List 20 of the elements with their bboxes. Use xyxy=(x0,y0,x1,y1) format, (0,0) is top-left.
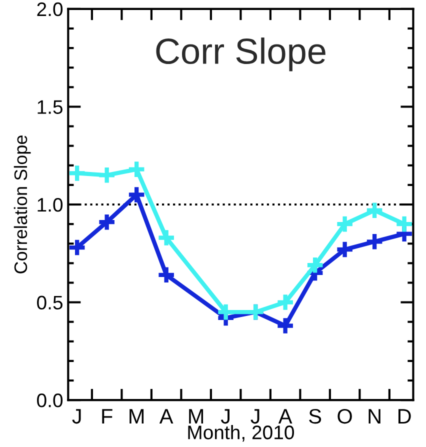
x-tick-label: M xyxy=(189,409,204,424)
text: Corr Slope xyxy=(156,38,326,72)
x-tick-label: J xyxy=(250,409,260,424)
x-tick-label: A xyxy=(278,409,292,424)
x-tick-label: F xyxy=(102,409,112,424)
y-tick-label: 2.0 xyxy=(37,2,63,16)
x-tick-label: S xyxy=(309,408,322,424)
x-tick-label: O xyxy=(338,408,352,424)
y-tick-label: 1.0 xyxy=(38,198,63,212)
x-tick-label: D xyxy=(398,409,411,424)
x-axis-title: Month, 2010 xyxy=(188,425,294,442)
x-tick-label: N xyxy=(368,409,380,424)
x-tick-label: M xyxy=(130,409,144,424)
x-tick-label: J xyxy=(72,409,81,424)
y-tick-label: 0.5 xyxy=(37,296,62,310)
x-tick-label: J xyxy=(220,409,230,424)
y-tick-label: 1.5 xyxy=(38,100,62,114)
x-tick-label: A xyxy=(159,409,174,424)
y-tick-label: 0.0 xyxy=(37,394,63,408)
y-axis-title: Correlation Slope xyxy=(14,136,31,274)
